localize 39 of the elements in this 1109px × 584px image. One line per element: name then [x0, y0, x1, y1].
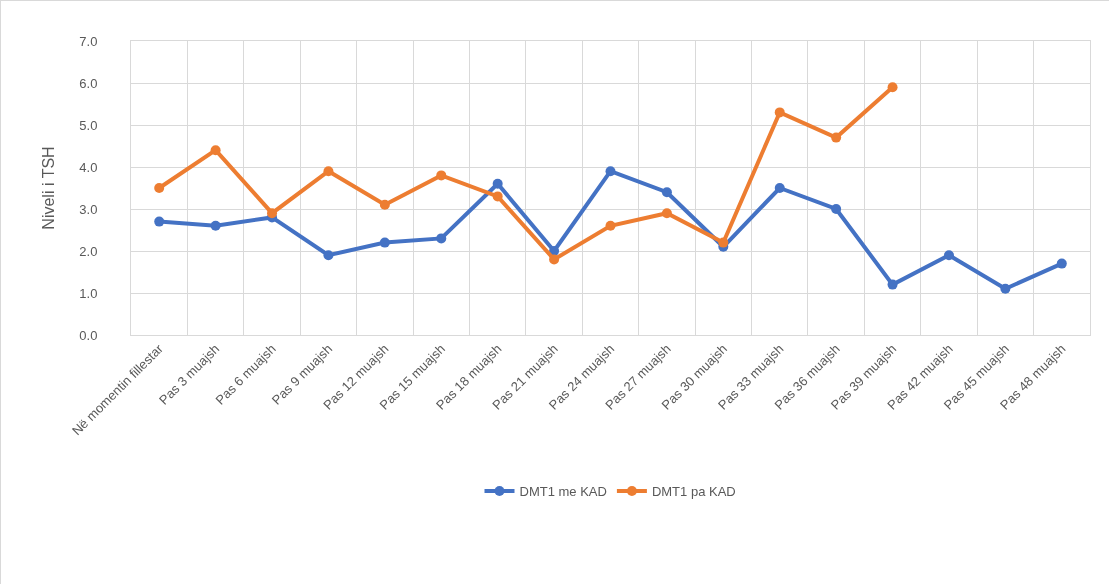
point — [605, 220, 616, 231]
point — [661, 208, 672, 219]
point — [267, 208, 278, 219]
y-tick-label: 5.0 — [79, 117, 98, 133]
point — [549, 254, 560, 265]
y-tick-label: 7.0 — [79, 33, 98, 49]
y-tick-label: 1.0 — [79, 285, 98, 301]
y-tick-label: 0.0 — [79, 327, 98, 343]
point — [774, 183, 785, 193]
point — [887, 279, 898, 290]
point — [323, 166, 334, 177]
point — [492, 191, 503, 202]
y-tick-label: 6.0 — [79, 75, 98, 91]
legend-label: DMT1 me KAD — [519, 484, 607, 500]
legend-label: DMT1 pa KAD — [651, 484, 736, 500]
point — [718, 237, 729, 248]
point — [436, 170, 447, 181]
point — [154, 216, 165, 227]
point — [774, 107, 785, 118]
point — [323, 250, 334, 261]
y-tick-label: 3.0 — [79, 201, 98, 217]
y-tick-label: 2.0 — [79, 243, 98, 259]
point — [605, 166, 616, 177]
point — [210, 220, 221, 231]
point — [210, 145, 221, 156]
point — [943, 250, 954, 261]
point — [887, 82, 898, 93]
point — [1000, 283, 1011, 294]
point — [379, 237, 390, 248]
point — [379, 199, 390, 210]
point — [661, 187, 672, 198]
point — [492, 178, 503, 189]
point — [831, 204, 842, 214]
point — [436, 233, 447, 244]
y-tick-label: 4.0 — [79, 159, 98, 175]
point — [831, 132, 842, 143]
point — [154, 183, 165, 193]
y-axis-title: Niveli i TSH — [40, 146, 58, 230]
point — [1056, 258, 1067, 269]
